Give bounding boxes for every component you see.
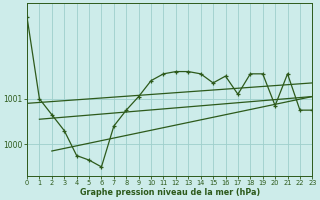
X-axis label: Graphe pression niveau de la mer (hPa): Graphe pression niveau de la mer (hPa): [80, 188, 260, 197]
